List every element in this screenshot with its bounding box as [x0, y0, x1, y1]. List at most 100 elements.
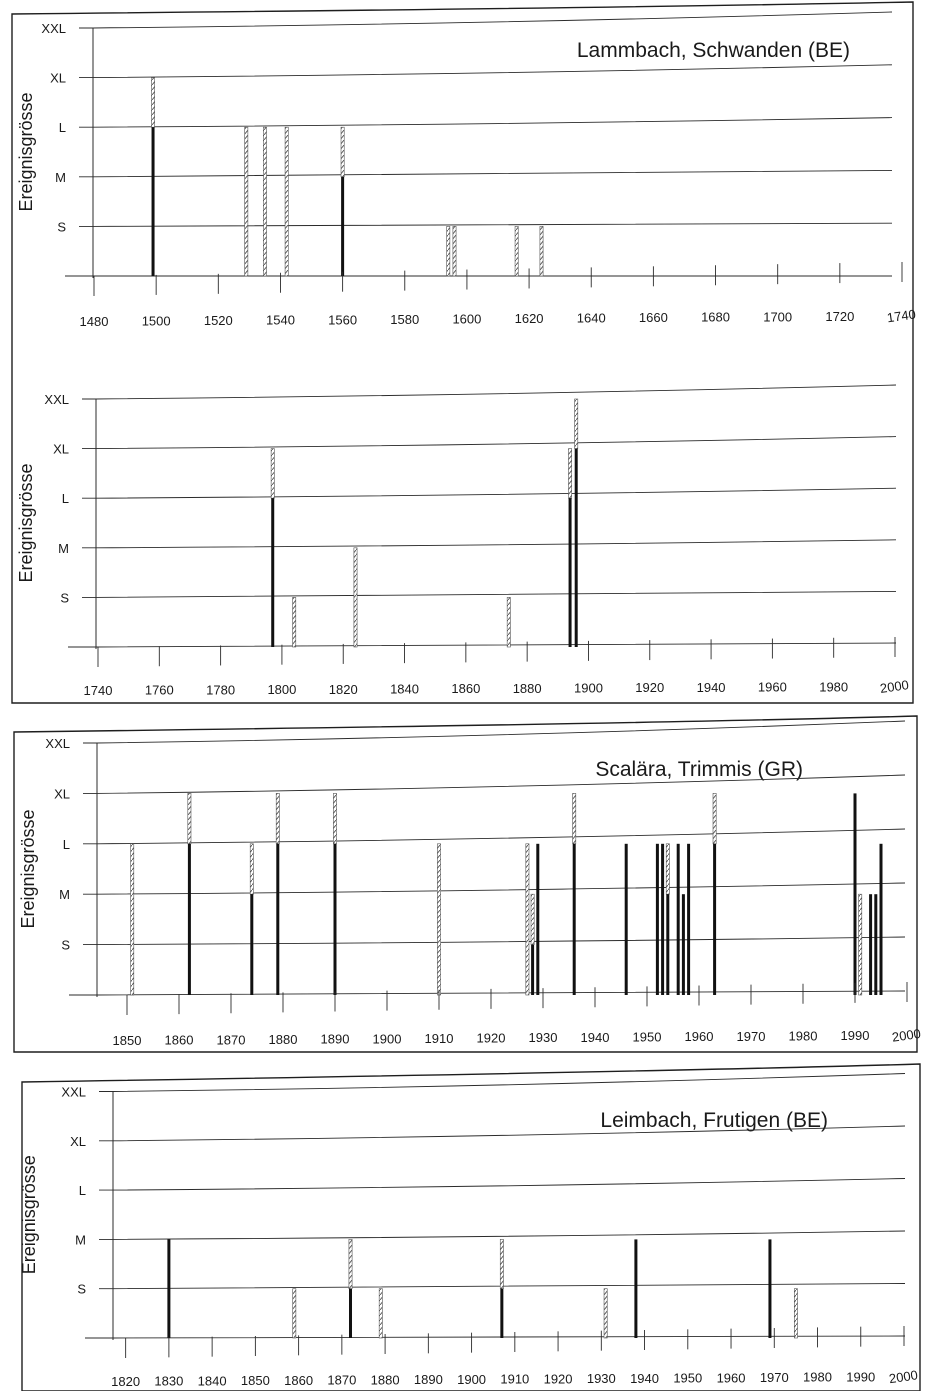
event-bar-hatched [514, 226, 519, 277]
x-tick-label: 1580 [390, 312, 419, 327]
y-tick-label: L [59, 120, 66, 135]
event-bar-hatched [446, 226, 451, 277]
x-tick-label: 1820 [111, 1374, 140, 1389]
x-tick-label: 1980 [803, 1370, 832, 1385]
event-bar-solid [655, 843, 659, 995]
event-bar-solid [568, 498, 572, 647]
x-tick-label: 1940 [630, 1371, 659, 1386]
y-tick-label: M [75, 1232, 86, 1247]
x-tick-label: 1980 [819, 679, 848, 694]
level-gridline [79, 222, 893, 227]
x-tick-label: 1850 [241, 1373, 270, 1388]
level-gridline [79, 11, 893, 29]
event-bar-hatched [437, 843, 441, 996]
y-axis-label: Ereignisgrösse [19, 1155, 39, 1274]
y-tick-label: S [60, 590, 69, 605]
event-bar-hatched [712, 793, 717, 845]
x-tick-label: 1920 [544, 1371, 573, 1386]
x-axis-baseline [68, 642, 897, 648]
x-tick-label: 1910 [500, 1372, 529, 1387]
event-bar-solid [536, 843, 540, 995]
event-bar-solid [250, 894, 254, 995]
event-bar-hatched [530, 893, 535, 945]
x-tick-label: 1860 [284, 1373, 313, 1388]
event-bar-solid [500, 1288, 504, 1338]
event-bar-solid [341, 176, 345, 276]
x-tick-label: 1480 [80, 314, 109, 329]
event-bar-solid [333, 843, 337, 995]
y-axis-label: Ereignisgrösse [16, 92, 36, 211]
y-tick-label: L [62, 491, 69, 506]
event-bar-hatched [452, 226, 457, 277]
event-bar-hatched [130, 843, 135, 996]
event-bar-solid [687, 843, 691, 995]
level-gridline [83, 882, 906, 895]
figure-frame-1 [11, 1, 914, 704]
event-bar-hatched [284, 126, 289, 277]
event-bar-solid [661, 843, 665, 995]
event-bar-hatched [348, 1239, 353, 1290]
chart-panel-2: Ereignisgrösse S M L XL XXL 1740 1760 1780 1800 1… [16, 384, 910, 698]
level-gridline [82, 487, 897, 499]
x-tick-label: 1850 [113, 1033, 142, 1048]
level-gridline [82, 590, 897, 598]
event-bar-hatched [270, 448, 275, 499]
x-tick-label: 1740 [886, 307, 917, 326]
event-bar-hatched [525, 843, 530, 996]
x-axis-baseline [69, 990, 906, 996]
level-gridline [83, 828, 906, 845]
event-bar-hatched [539, 226, 544, 277]
level-gridline [83, 774, 906, 794]
level-gridline [99, 1073, 906, 1092]
event-bar-hatched [275, 793, 280, 845]
y-tick-label: L [79, 1183, 86, 1198]
y-axis-label: Ereignisgrösse [16, 463, 36, 582]
event-bar-solid [879, 843, 883, 995]
event-bar-solid [187, 843, 191, 995]
event-bar-hatched [353, 547, 358, 648]
figure-frame-3 [21, 1063, 921, 1391]
y-tick-label: XXL [61, 1085, 86, 1100]
x-tick-label: 1880 [371, 1372, 400, 1387]
x-tick-label: 1860 [451, 681, 480, 696]
x-tick-label: 1870 [327, 1373, 356, 1388]
x-tick-label: 1940 [581, 1030, 610, 1045]
event-bar-hatched [499, 1239, 504, 1290]
event-bar-hatched [574, 398, 579, 449]
x-tick-label: 1520 [204, 313, 233, 328]
event-bar-solid [151, 127, 155, 276]
event-bar-solid [676, 843, 680, 995]
level-gridline [99, 1125, 906, 1142]
x-tick-label: 1900 [574, 681, 603, 696]
event-bar-hatched [292, 1288, 297, 1339]
x-tick-label: 1950 [673, 1371, 702, 1386]
event-bar-hatched [187, 793, 192, 845]
level-gridline [82, 436, 897, 450]
y-tick-label: M [59, 887, 70, 902]
event-bar-solid [531, 944, 535, 995]
x-tick-label: 1900 [373, 1031, 402, 1046]
x-tick-label: 1890 [321, 1032, 350, 1047]
y-tick-label: XL [50, 71, 66, 86]
level-gridline [82, 384, 897, 400]
x-tick-label: 1940 [697, 680, 726, 695]
x-tick-label: 1780 [206, 682, 235, 697]
x-tick-label: 1960 [717, 1370, 746, 1385]
x-tick-label: 1930 [529, 1030, 558, 1045]
event-bar-hatched [665, 843, 670, 895]
event-bar-solid [349, 1288, 353, 1338]
x-tick-label: 1880 [513, 681, 542, 696]
x-tick-label: 1660 [639, 310, 668, 325]
x-tick-label: 1970 [760, 1370, 789, 1385]
x-tick-label: 1680 [701, 310, 730, 325]
x-tick-label: 2000 [879, 677, 910, 696]
x-tick-label: 1600 [452, 311, 481, 326]
x-tick-label: 1950 [633, 1030, 662, 1045]
x-tick-label: 1830 [154, 1374, 183, 1389]
x-tick-label: 1880 [269, 1032, 298, 1047]
event-bar-hatched [858, 893, 863, 996]
x-tick-label: 1910 [425, 1031, 454, 1046]
y-tick-label: S [57, 219, 66, 234]
x-tick-label: 1990 [841, 1028, 870, 1043]
